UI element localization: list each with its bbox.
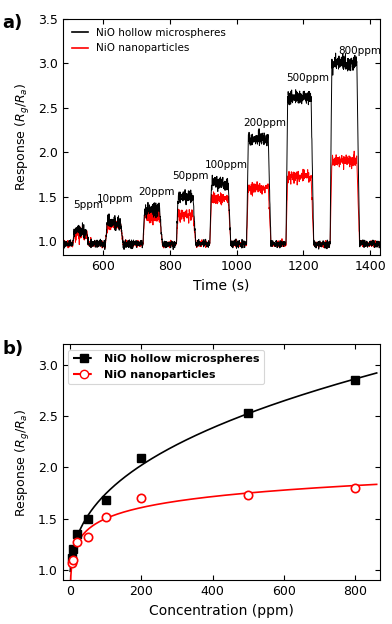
X-axis label: Time (s): Time (s)	[193, 278, 250, 292]
Text: 50ppm: 50ppm	[172, 171, 209, 181]
Legend: NiO hollow microspheres, NiO nanoparticles: NiO hollow microspheres, NiO nanoparticl…	[68, 24, 230, 57]
Text: 10ppm: 10ppm	[97, 194, 134, 204]
Text: 100ppm: 100ppm	[205, 160, 247, 170]
X-axis label: Concentration (ppm): Concentration (ppm)	[149, 604, 294, 618]
Text: 5ppm: 5ppm	[73, 200, 103, 210]
Text: 200ppm: 200ppm	[243, 118, 286, 129]
Text: 500ppm: 500ppm	[286, 73, 329, 83]
Text: 800ppm: 800ppm	[338, 46, 381, 56]
Text: 20ppm: 20ppm	[138, 187, 174, 197]
Text: a): a)	[2, 14, 23, 32]
Legend: NiO hollow microspheres, NiO nanoparticles: NiO hollow microspheres, NiO nanoparticl…	[68, 350, 264, 384]
Y-axis label: Response ($R_g$/$R_a$): Response ($R_g$/$R_a$)	[15, 408, 33, 517]
Y-axis label: Response ($R_g$/$R_a$): Response ($R_g$/$R_a$)	[15, 82, 33, 191]
Text: b): b)	[2, 339, 24, 358]
